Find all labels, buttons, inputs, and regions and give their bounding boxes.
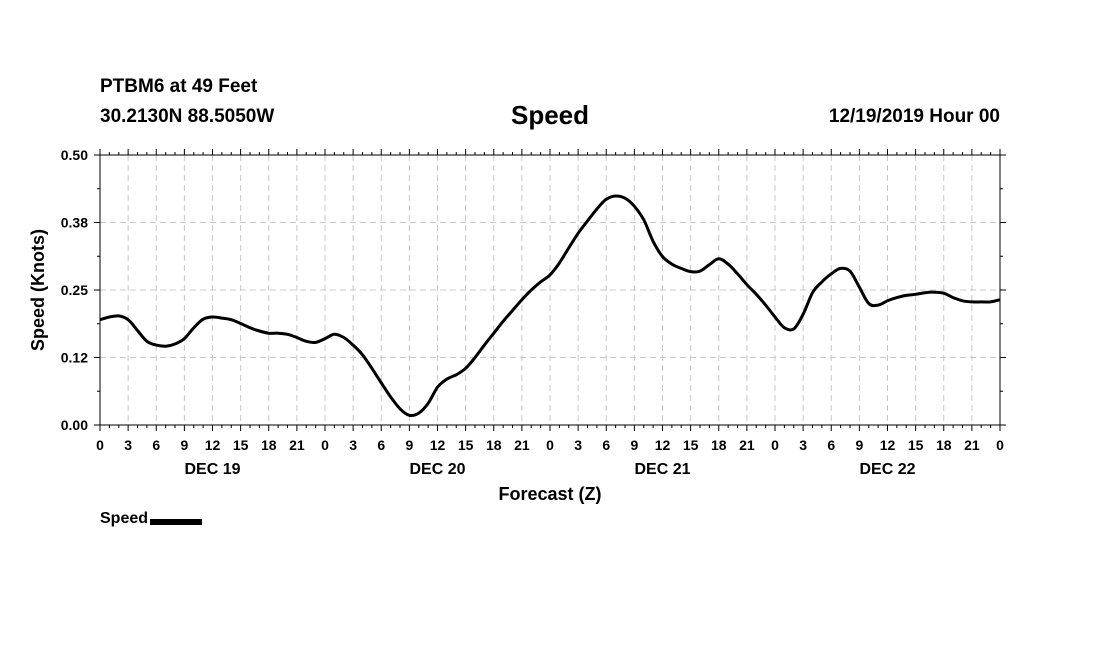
x-axis-label: Forecast (Z) bbox=[498, 484, 601, 504]
y-tick-label: 0.38 bbox=[61, 215, 88, 231]
legend-label: Speed bbox=[100, 510, 149, 527]
x-day-label: DEC 20 bbox=[409, 461, 465, 478]
x-tick-label: 15 bbox=[683, 437, 699, 453]
x-tick-label: 15 bbox=[458, 437, 474, 453]
legend: Speed bbox=[100, 510, 203, 528]
x-tick-label: 0 bbox=[771, 437, 779, 453]
x-tick-label: 6 bbox=[152, 437, 160, 453]
x-tick-label: 9 bbox=[180, 437, 188, 453]
coordinates-label: 30.2130N 88.5050W bbox=[100, 106, 275, 127]
x-tick-label: 18 bbox=[711, 437, 727, 453]
x-tick-label: 9 bbox=[630, 437, 638, 453]
x-tick-label: 0 bbox=[996, 437, 1004, 453]
x-tick-label: 21 bbox=[289, 437, 305, 453]
x-day-label: DEC 19 bbox=[184, 461, 240, 478]
x-tick-label: 9 bbox=[405, 437, 413, 453]
x-tick-label: 18 bbox=[936, 437, 952, 453]
x-tick-label: 0 bbox=[321, 437, 329, 453]
x-tick-label: 6 bbox=[377, 437, 385, 453]
x-day-label: DEC 21 bbox=[634, 461, 690, 478]
forecast-datetime: 12/19/2019 Hour 00 bbox=[828, 106, 1000, 127]
series-line-speed bbox=[99, 194, 1001, 418]
x-tick-label: 18 bbox=[486, 437, 502, 453]
x-tick-label: 0 bbox=[96, 437, 104, 453]
x-tick-label: 12 bbox=[205, 437, 221, 453]
legend-line-swatch bbox=[150, 518, 203, 525]
x-tick-label: 3 bbox=[349, 437, 357, 453]
x-tick-label: 21 bbox=[964, 437, 980, 453]
y-tick-label: 0.25 bbox=[61, 282, 88, 298]
x-tick-label: 21 bbox=[739, 437, 755, 453]
y-tick-label: 0.50 bbox=[61, 147, 88, 163]
x-tick-label: 6 bbox=[827, 437, 835, 453]
station-label: PTBM6 at 49 Feet bbox=[100, 76, 258, 97]
x-tick-label: 12 bbox=[430, 437, 446, 453]
x-tick-label: 9 bbox=[855, 437, 863, 453]
x-tick-label: 15 bbox=[908, 437, 924, 453]
x-tick-label: 12 bbox=[880, 437, 896, 453]
chart-title: Speed bbox=[510, 100, 590, 130]
x-tick-label: 12 bbox=[655, 437, 671, 453]
x-tick-label: 6 bbox=[602, 437, 610, 453]
x-tick-label: 18 bbox=[261, 437, 277, 453]
x-tick-label: 3 bbox=[799, 437, 807, 453]
y-tick-label: 0.12 bbox=[61, 350, 88, 366]
x-tick-label: 15 bbox=[233, 437, 249, 453]
x-day-label: DEC 22 bbox=[859, 461, 915, 478]
y-axis-label: Speed (Knots) bbox=[28, 229, 48, 351]
x-tick-label: 3 bbox=[124, 437, 132, 453]
x-tick-label: 0 bbox=[546, 437, 554, 453]
y-tick-label: 0.00 bbox=[61, 417, 88, 433]
x-tick-label: 3 bbox=[574, 437, 582, 453]
x-tick-label: 21 bbox=[514, 437, 530, 453]
